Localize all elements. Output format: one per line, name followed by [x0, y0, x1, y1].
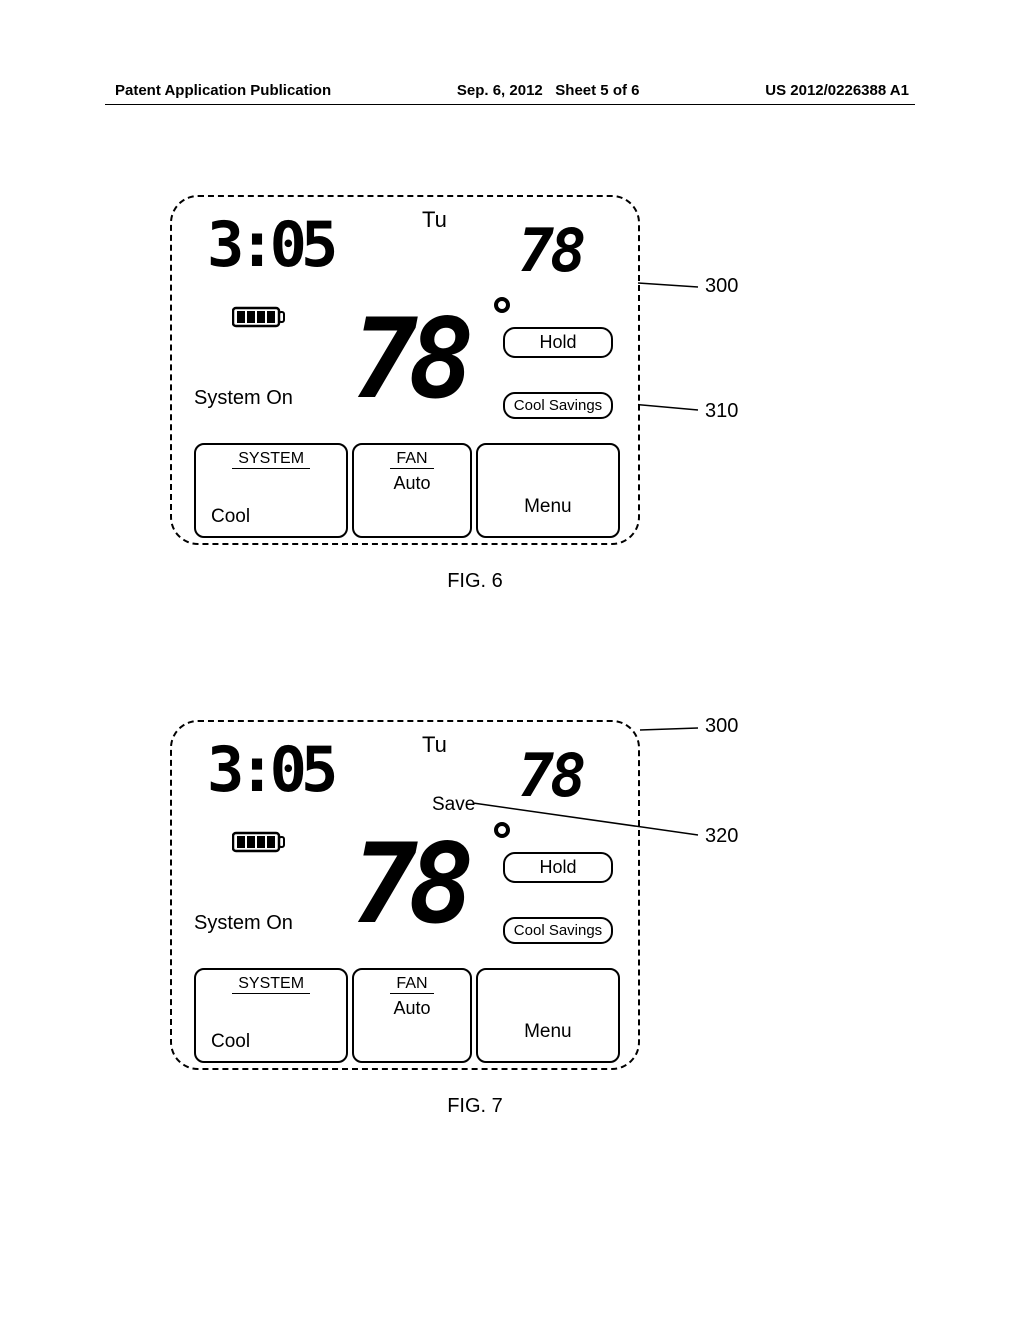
ref-310: 310: [705, 400, 738, 423]
page-header: Patent Application Publication Sep. 6, 2…: [0, 82, 1024, 99]
save-label: Save: [432, 794, 475, 816]
fan-button[interactable]: FAN Auto: [352, 968, 471, 1063]
bottom-button-row: SYSTEM Cool FAN Auto Menu: [192, 443, 622, 538]
ref-320: 320: [705, 825, 738, 848]
svg-text:3:05: 3:05: [207, 212, 335, 277]
ref-300: 300: [705, 275, 738, 298]
thermostat-display-fig6: 3:05 Tu 78 78 Hold Cool Savings System O…: [170, 195, 640, 545]
fan-button[interactable]: FAN Auto: [352, 443, 471, 538]
fig6-callouts: [638, 195, 838, 545]
fan-value: Auto: [393, 473, 430, 494]
figure-7: 3:05 Tu 78 Save 78 Hold Cool Savings Sys…: [170, 720, 640, 1118]
system-value: Cool: [211, 506, 250, 528]
header-rule: [105, 104, 915, 105]
current-temp: 78: [352, 302, 502, 412]
svg-text:78: 78: [518, 217, 584, 282]
date-sheet: Sep. 6, 2012 Sheet 5 of 6: [457, 82, 640, 99]
time-display: 3:05: [207, 737, 367, 802]
battery-icon: [232, 305, 288, 329]
figure-6: 3:05 Tu 78 78 Hold Cool Savings System O…: [170, 195, 640, 593]
fan-value: Auto: [393, 998, 430, 1019]
system-header: SYSTEM: [232, 450, 310, 469]
degree-symbol: [494, 297, 510, 313]
pub-label: Patent Application Publication: [115, 82, 331, 99]
fan-header: FAN: [390, 975, 433, 994]
svg-text:78: 78: [352, 302, 470, 412]
system-on-label: System On: [194, 387, 293, 410]
fig7-callouts: [470, 720, 720, 1070]
day-label: Tu: [422, 207, 447, 233]
system-button[interactable]: SYSTEM Cool: [194, 443, 348, 538]
system-button[interactable]: SYSTEM Cool: [194, 968, 348, 1063]
ref-300: 300: [705, 715, 738, 738]
fig6-caption: FIG. 6: [310, 570, 640, 593]
cool-savings-button[interactable]: Cool Savings: [503, 392, 613, 419]
battery-icon: [232, 830, 288, 854]
menu-label: Menu: [524, 496, 572, 518]
hold-button[interactable]: Hold: [503, 327, 613, 358]
day-label: Tu: [422, 732, 447, 758]
fan-header: FAN: [390, 450, 433, 469]
svg-text:78: 78: [352, 827, 470, 937]
pub-number: US 2012/0226388 A1: [765, 82, 909, 99]
svg-text:3:05: 3:05: [207, 737, 335, 802]
time-display: 3:05: [207, 212, 367, 277]
system-on-label: System On: [194, 912, 293, 935]
menu-button[interactable]: Menu: [476, 443, 620, 538]
setpoint-temp: 78: [518, 217, 608, 282]
system-header: SYSTEM: [232, 975, 310, 994]
fig7-caption: FIG. 7: [310, 1095, 640, 1118]
system-value: Cool: [211, 1031, 250, 1053]
